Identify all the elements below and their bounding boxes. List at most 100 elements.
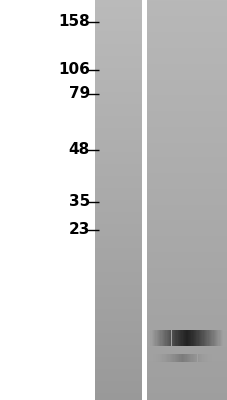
Bar	[146, 80, 227, 81]
Bar	[94, 346, 142, 348]
Bar	[146, 112, 227, 113]
Bar	[146, 68, 227, 69]
Bar	[94, 169, 142, 171]
Bar	[94, 229, 142, 231]
Bar	[146, 73, 227, 75]
Bar	[158, 354, 159, 362]
Bar	[146, 356, 227, 357]
Bar	[94, 228, 142, 229]
Bar	[146, 216, 227, 217]
Bar	[146, 62, 227, 64]
Bar	[94, 301, 142, 303]
Bar	[156, 354, 157, 362]
Bar	[94, 177, 142, 179]
Bar	[94, 41, 142, 43]
Bar	[94, 46, 142, 48]
Bar	[94, 232, 142, 233]
Bar	[146, 18, 227, 20]
Bar	[146, 392, 227, 393]
Bar	[199, 330, 200, 346]
Bar	[94, 258, 142, 260]
Bar	[94, 20, 142, 21]
Bar	[146, 220, 227, 221]
Bar	[94, 73, 142, 75]
Bar	[94, 269, 142, 271]
Bar	[94, 333, 142, 335]
Bar	[94, 302, 142, 304]
Bar	[94, 60, 142, 61]
Bar	[94, 8, 142, 9]
Bar	[146, 393, 227, 395]
Bar	[203, 354, 204, 362]
Bar	[208, 330, 209, 346]
Bar	[94, 122, 142, 124]
Bar	[146, 190, 227, 192]
Bar	[94, 296, 142, 297]
Bar	[94, 166, 142, 168]
Bar	[146, 56, 227, 57]
Bar	[146, 104, 227, 105]
Bar	[146, 330, 227, 332]
Bar	[146, 78, 227, 80]
Bar	[94, 392, 142, 393]
Bar	[94, 69, 142, 71]
Bar	[94, 86, 142, 88]
Bar	[94, 33, 142, 35]
Bar	[146, 341, 227, 343]
Bar	[146, 210, 227, 212]
Bar	[185, 354, 186, 362]
Bar	[94, 230, 142, 232]
Bar	[146, 58, 227, 60]
Bar	[94, 6, 142, 8]
Bar	[94, 249, 142, 251]
Bar	[146, 316, 227, 317]
Bar	[146, 142, 227, 144]
Bar	[146, 334, 227, 336]
Bar	[146, 218, 227, 220]
Bar	[146, 130, 227, 132]
Bar	[198, 330, 199, 346]
Bar	[94, 297, 142, 299]
Bar	[146, 378, 227, 380]
Bar	[94, 317, 142, 319]
Bar	[146, 194, 227, 196]
Bar	[94, 102, 142, 104]
Bar	[94, 278, 142, 280]
Bar	[94, 330, 142, 332]
Bar	[146, 188, 227, 189]
Bar	[94, 70, 142, 72]
Bar	[94, 90, 142, 92]
Bar	[146, 276, 227, 277]
Bar	[94, 393, 142, 395]
Bar	[94, 210, 142, 212]
Bar	[168, 354, 169, 362]
Bar	[146, 382, 227, 384]
Bar	[94, 174, 142, 176]
Bar	[146, 162, 227, 164]
Bar	[211, 330, 213, 346]
Bar	[94, 78, 142, 80]
Bar	[146, 285, 227, 287]
Bar	[94, 196, 142, 197]
Bar	[94, 181, 142, 183]
Bar	[189, 330, 190, 346]
Bar	[186, 354, 187, 362]
Bar	[146, 9, 227, 11]
Bar	[94, 56, 142, 57]
Bar	[146, 49, 227, 51]
Bar	[146, 28, 227, 29]
Bar	[94, 170, 142, 172]
Bar	[146, 241, 227, 243]
Bar	[94, 29, 142, 31]
Bar	[94, 384, 142, 385]
Bar	[179, 330, 181, 346]
Bar	[94, 10, 142, 12]
Bar	[94, 310, 142, 312]
Bar	[94, 156, 142, 157]
Bar	[146, 362, 227, 364]
Bar	[146, 200, 227, 201]
Bar	[94, 186, 142, 188]
Bar	[94, 180, 142, 181]
Bar	[94, 201, 142, 203]
Bar	[146, 118, 227, 120]
